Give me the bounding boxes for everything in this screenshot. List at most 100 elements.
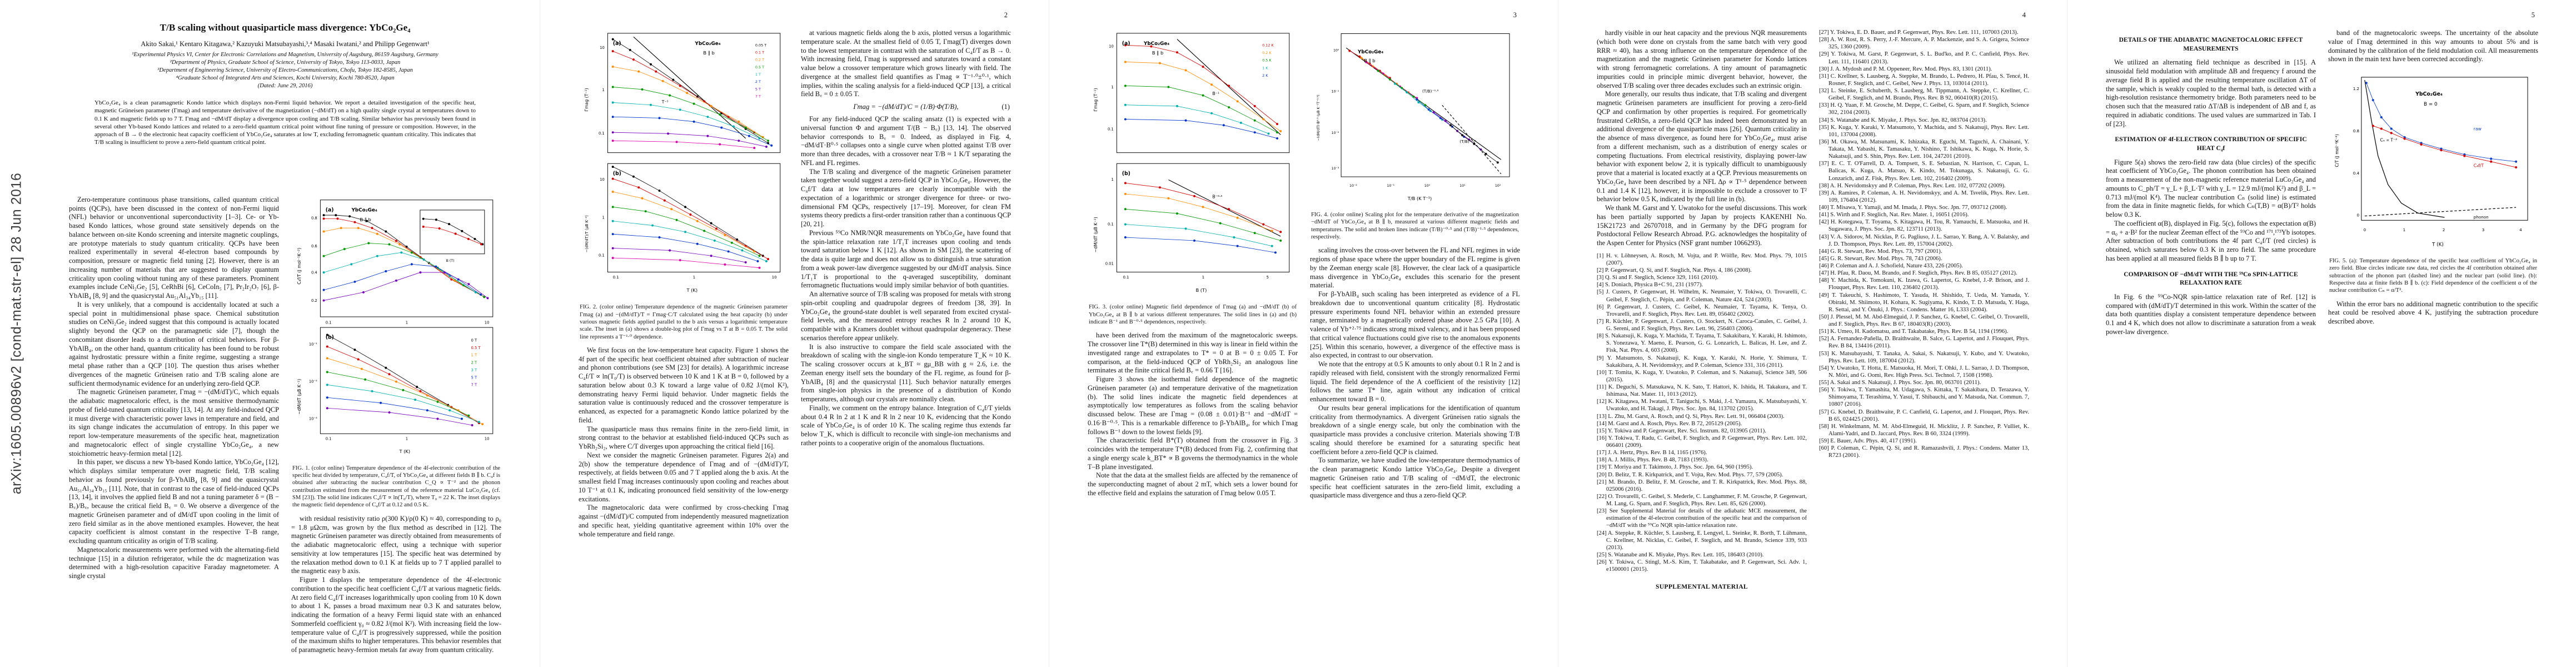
svg-text:phonon: phonon xyxy=(2474,215,2489,220)
figure-2-caption: FIG. 2. (color online) Temperature depen… xyxy=(580,304,788,340)
reference-list-1: [1] H. v. Löhneysen, A. Rosch, M. Vojta,… xyxy=(1597,252,1807,574)
reference-entry: [25] S. Watanabe and K. Miyake, Phys. Re… xyxy=(1597,551,1764,558)
paragraph: band of the magnetocaloric sweeps. The u… xyxy=(2328,29,2538,63)
reference-entry: [21] M. Brando, D. Belitz, F. M. Grosche… xyxy=(1597,479,1807,492)
arxiv-margin: arXiv:1605.00896v2 [cond-mat.str-el] 28 … xyxy=(0,0,31,667)
svg-text:(a): (a) xyxy=(613,41,621,47)
svg-text:0.5 T: 0.5 T xyxy=(471,346,481,350)
svg-text:10⁻¹: 10⁻¹ xyxy=(309,342,317,346)
page1-right-paragraphs: with residual resistivity ratio ρ(300 K)… xyxy=(291,515,501,655)
arxiv-stamp: arXiv:1605.00896v2 [cond-mat.str-el] 28 … xyxy=(8,172,24,495)
svg-text:10²: 10² xyxy=(1495,184,1501,188)
svg-text:0.5 T: 0.5 T xyxy=(755,65,764,69)
svg-text:2 T: 2 T xyxy=(471,360,477,365)
svg-text:0.1: 0.1 xyxy=(326,320,332,325)
reference-entry: [11] K. Deguchi, S. Matsukawa, N. K. Sat… xyxy=(1597,384,1807,398)
svg-text:1: 1 xyxy=(1111,177,1113,182)
svg-text:C₄f/T: C₄f/T xyxy=(2474,163,2484,168)
svg-text:1 T: 1 T xyxy=(755,72,761,77)
svg-text:0.4: 0.4 xyxy=(311,270,317,275)
abstract: YbCo₂Ge₄ is a clean paramagnetic Kondo l… xyxy=(94,99,476,146)
reference-entry: [49] T. Takeuchi, S. Hashimoto, T. Yasud… xyxy=(1819,292,2029,313)
svg-text:T (K): T (K) xyxy=(398,449,410,454)
paragraph: The magnetic Grüneisen parameter, Γmag =… xyxy=(69,388,279,457)
page-1: T/B scaling without quasiparticle mass d… xyxy=(31,0,540,667)
svg-text:YbCo₂Ge₄: YbCo₂Ge₄ xyxy=(1143,41,1169,47)
page5-right-paragraphs-b: Within the error bars no additional magn… xyxy=(2328,300,2538,326)
affiliation: ³Department of Engineering Science, Univ… xyxy=(157,67,413,73)
page3-column-right: YbCo₂Ge₄ B ∥ b (T/B)⁻⁰·⁵ (T/B)⁻¹·⁵ −(dM/dT)·… xyxy=(1310,29,1520,500)
reference-entry: [17] J. A. Hertz, Phys. Rev. B 14, 1165 … xyxy=(1597,450,1707,456)
svg-text:(T/B)⁻⁰·⁵: (T/B)⁻⁰·⁵ xyxy=(1422,89,1439,94)
svg-text:−dM/dT (μB K⁻¹): −dM/dT (μB K⁻¹) xyxy=(1093,217,1098,252)
svg-text:10: 10 xyxy=(600,46,605,50)
svg-text:10⁻¹: 10⁻¹ xyxy=(1387,184,1394,188)
paragraph: Figure 5(a) shows the zero-field raw dat… xyxy=(2106,158,2316,219)
page2-right-paragraphs-b: For any field-induced QCP the scaling an… xyxy=(801,115,1011,448)
svg-text:5: 5 xyxy=(1267,275,1269,280)
reference-entry: [33] H. Q. Yuan, F. M. Grosche, M. Deppe… xyxy=(1819,102,2029,116)
svg-text:2 T: 2 T xyxy=(755,79,761,84)
page3-right-paragraphs: scaling involves the cross-over between … xyxy=(1310,246,1520,500)
reference-entry: [4] S. Doniach, Physica B+C 91, 231 (197… xyxy=(1597,282,1703,288)
paragraph: Finally, we comment on the entropy balan… xyxy=(801,404,1011,447)
svg-text:10: 10 xyxy=(600,177,605,182)
svg-text:0.2: 0.2 xyxy=(311,298,317,303)
paragraph: The coefficient α(B), displayed in Fig. … xyxy=(2106,219,2316,262)
svg-text:(a): (a) xyxy=(326,207,334,213)
intro-paragraphs: Zero-temperature continuous phase transi… xyxy=(69,196,279,581)
affiliation: ⁴Graduate School of Integrated Arts and … xyxy=(176,74,395,81)
svg-text:T/B (K T⁻¹): T/B (K T⁻¹) xyxy=(1407,196,1432,201)
svg-text:0.2 T: 0.2 T xyxy=(755,58,764,62)
svg-text:(a): (a) xyxy=(1122,41,1130,47)
reference-entry: [47] H. Pfau, R. Daou, M. Brando, and F.… xyxy=(1819,270,2017,277)
paragraph: Our results bear general implications fo… xyxy=(1310,404,1520,456)
paragraph: at various magnetic fields along the b a… xyxy=(801,29,1011,98)
reference-entry: [32] L. Steinke, E. Schuberth, S. Lausbe… xyxy=(1819,88,2029,102)
svg-text:T (K): T (K) xyxy=(2431,242,2444,248)
paragraph: hardly visible in our heat capacity and … xyxy=(1597,29,1807,89)
svg-text:2 K: 2 K xyxy=(1262,73,1268,78)
reference-entry: [10] T. Tomita, K. Kuga, Y. Uwatoko, P. … xyxy=(1597,369,1807,383)
reference-entry: [53] K. Matsubayashi, T. Tanaka, A. Saka… xyxy=(1819,350,2029,364)
reference-entry: [1] H. v. Löhneysen, A. Rosch, M. Vojta,… xyxy=(1597,252,1807,266)
page3-left-paragraphs: have been derived from the maximum of th… xyxy=(1088,331,1298,497)
svg-text:0.4: 0.4 xyxy=(2353,171,2360,176)
reference-entry: [9] Y. Matsumoto, S. Nakatsuji, K. Kuga,… xyxy=(1597,355,1807,369)
svg-text:10⁻²: 10⁻² xyxy=(1349,184,1357,188)
svg-text:10⁻¹: 10⁻¹ xyxy=(1332,90,1339,94)
reference-entry: [30] J. A. Mydosh and P. M. Oppeneer, Re… xyxy=(1819,66,1992,72)
reference-entry: [36] M. Okawa, M. Matsunami, K. Ishizaka… xyxy=(1819,138,2029,160)
svg-text:0 T: 0 T xyxy=(471,338,477,342)
figure-4-plot: YbCo₂Ge₄ B ∥ b (T/B)⁻⁰·⁵ (T/B)⁻¹·⁵ −(dM/dT)·… xyxy=(1310,30,1518,209)
reference-entry: [2] P. Gegenwart, Q. Si, and F. Steglich… xyxy=(1597,267,1752,273)
reference-entry: [40] T. Misawa, Y. Yamaji, and M. Imada,… xyxy=(1819,205,2007,211)
reference-entry: [5] J. Custers, P. Gegenwart, H. Wilhelm… xyxy=(1597,289,1807,303)
reference-entry: [31] C. Krellner, S. Lausberg, A. Steppk… xyxy=(1819,73,2029,87)
svg-text:10¹: 10¹ xyxy=(1459,184,1466,188)
reference-entry: [34] S. Watanabe and K. Miyake, J. Phys.… xyxy=(1819,117,1987,123)
page-number: 2 xyxy=(1004,11,1008,19)
page5-left-paragraphs-c: In Fig. 6 the ⁵⁹Co-NQR spin-lattice rela… xyxy=(2106,293,2316,337)
page-number: 4 xyxy=(2022,11,2026,19)
equation-1-number: (1) xyxy=(1001,103,1010,111)
section-heading-c4f: ESTIMATION OF 4f-ELECTRON CONTRIBUTION O… xyxy=(2115,136,2307,152)
page4-column-left: hardly visible in our heat capacity and … xyxy=(1597,29,1807,595)
svg-text:−(dM/dT)·B⁰·⁵ (μB K⁻¹T⁻⁰·⁵): −(dM/dT)·B⁰·⁵ (μB K⁻¹T⁻⁰·⁵) xyxy=(1317,94,1321,141)
svg-text:10: 10 xyxy=(485,436,490,441)
svg-text:B ∥ b: B ∥ b xyxy=(1152,50,1163,56)
reference-entry: [24] A. Steppke, R. Küchler, S. Lausberg… xyxy=(1597,530,1807,551)
svg-text:1: 1 xyxy=(693,275,695,280)
figure-5-caption: FIG. 5. (a): Temperature dependence of t… xyxy=(2329,258,2537,294)
paragraph: It is also instructive to compare the fi… xyxy=(801,342,1011,404)
paragraph: The quasiparticle mass thus remains fini… xyxy=(579,425,789,451)
reference-entry: [52] A. Fernandez-Pañella, D. Braithwait… xyxy=(1819,336,2029,350)
svg-text:7 T: 7 T xyxy=(471,383,477,387)
svg-text:10⁰: 10⁰ xyxy=(1424,184,1431,188)
supplemental-heading: SUPPLEMENTAL MATERIAL xyxy=(1656,583,1748,591)
svg-text:B (T): B (T) xyxy=(446,259,455,263)
svg-text:1.2: 1.2 xyxy=(2353,86,2359,91)
svg-text:0.05 T: 0.05 T xyxy=(755,43,766,47)
paragraph: We thank M. Garst and Y. Uwatoko for the… xyxy=(1597,204,1807,247)
reference-entry: [3] Q. Si and F. Steglich, Science 329, … xyxy=(1597,275,1718,281)
